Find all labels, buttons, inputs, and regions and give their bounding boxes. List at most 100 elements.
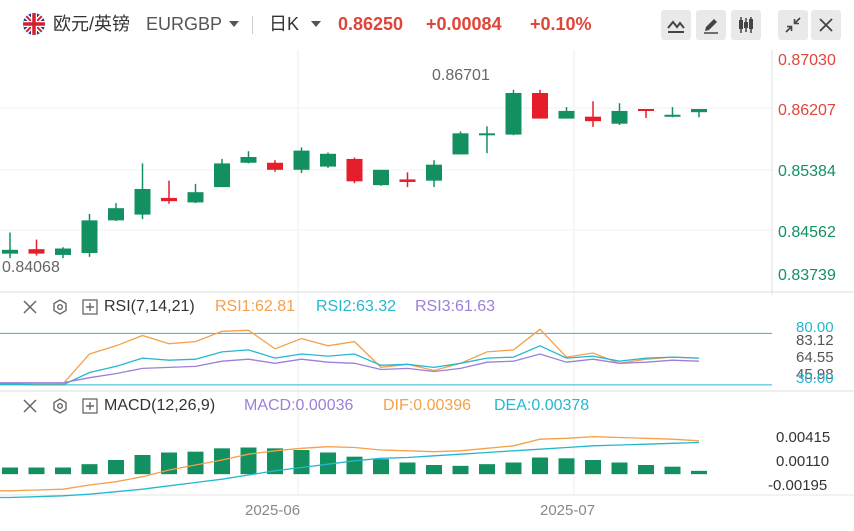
candle-body <box>691 109 707 113</box>
candle-body <box>638 109 654 111</box>
chart-line-icon <box>667 20 685 33</box>
settings-icon[interactable] <box>52 398 68 414</box>
header-divider <box>252 16 253 34</box>
chart-type-button[interactable] <box>731 10 761 40</box>
candle-body <box>267 162 283 170</box>
rsi-axis-label: 80.00 <box>796 319 834 336</box>
close-button[interactable] <box>811 10 841 40</box>
candle-body <box>426 164 442 181</box>
candle-body <box>240 157 257 163</box>
candle-body <box>55 248 71 255</box>
price-change: +0.00084 <box>426 14 502 34</box>
rsi-title: RSI(7,14,21) <box>104 298 195 315</box>
dif-value: DIF:0.00396 <box>383 397 472 414</box>
rsi-series-line <box>0 353 700 384</box>
chart-grid <box>0 50 854 496</box>
macd-bar <box>28 467 45 475</box>
macd-bar <box>187 451 204 475</box>
candlestick-icon <box>739 17 753 33</box>
price-axis-label: 0.86207 <box>778 102 836 119</box>
macd-axis-label: -0.00195 <box>768 477 828 494</box>
candle-body <box>373 169 389 186</box>
macd-bar <box>399 462 416 475</box>
close-icon <box>819 18 833 32</box>
chart-header: 欧元/英镑 EURGBP 日K 0.86250 +0.00084 +0.10% <box>0 0 854 50</box>
dea-value: DEA:0.00378 <box>494 397 590 414</box>
candle-body <box>532 93 548 119</box>
macd-bar <box>293 450 310 475</box>
x-axis-label: 2025-07 <box>540 502 596 519</box>
rsi-lines <box>0 328 772 386</box>
low-price-marker: 0.84068 <box>2 259 60 276</box>
chart-canvas[interactable] <box>0 50 854 531</box>
candle-body <box>585 116 601 122</box>
macd-bar <box>134 455 151 475</box>
macd-series-line <box>0 441 700 499</box>
expand-panel-icon[interactable] <box>82 299 98 315</box>
price-axis-label: 0.87030 <box>778 52 836 69</box>
period-dropdown-icon[interactable] <box>311 21 321 27</box>
candle-body <box>161 197 177 202</box>
macd-bar <box>346 456 363 475</box>
macd-value: MACD:0.00036 <box>244 397 354 414</box>
macd-bar <box>55 467 71 475</box>
rsi3-value: RSI3:61.63 <box>415 298 496 315</box>
candle-body <box>187 192 204 203</box>
candle-body <box>479 133 495 136</box>
price-candles <box>2 89 707 259</box>
candle-body <box>320 153 336 167</box>
candle-body <box>558 110 575 119</box>
price-change-pct: +0.10% <box>530 14 592 34</box>
price-axis-label: 0.84562 <box>778 224 836 241</box>
uk-flag-icon <box>23 13 45 35</box>
candle-body <box>452 133 469 155</box>
candle-body <box>346 158 363 182</box>
macd-bar <box>426 465 442 475</box>
price-axis-label: 0.85384 <box>778 163 836 180</box>
candle-body <box>108 208 124 221</box>
macd-bar <box>558 458 575 475</box>
candle-body <box>28 249 45 254</box>
macd-bar <box>585 460 601 475</box>
macd-bar <box>267 448 283 475</box>
collapse-button[interactable] <box>778 10 808 40</box>
macd-bar <box>611 462 628 475</box>
macd-bar <box>108 460 124 475</box>
macd-bar <box>479 464 495 475</box>
macd-bar <box>2 467 18 475</box>
close-panel-icon[interactable] <box>23 399 37 413</box>
settings-icon[interactable] <box>52 299 68 315</box>
macd-bar <box>240 447 257 475</box>
rsi1-value: RSI1:62.81 <box>215 298 296 315</box>
macd-bar <box>373 459 389 475</box>
price-axis-label: 0.83739 <box>778 267 836 284</box>
macd-bar <box>81 464 98 475</box>
candle-body <box>611 110 628 124</box>
macd-bar <box>320 452 336 475</box>
high-price-marker: 0.86701 <box>432 67 490 84</box>
macd-axis-label: 0.00110 <box>776 453 830 470</box>
rsi2-value: RSI2:63.32 <box>316 298 397 315</box>
symbol-dropdown-icon[interactable] <box>229 21 239 27</box>
draw-tool-button[interactable] <box>696 10 726 40</box>
macd-lines <box>0 436 700 499</box>
macd-bar <box>532 457 548 475</box>
rsi-axis-label: 45.98 <box>796 366 834 383</box>
pencil-icon <box>704 19 718 34</box>
rsi-series-line <box>0 345 700 386</box>
indicator-button[interactable] <box>661 10 691 40</box>
candle-body <box>293 150 310 170</box>
symbol-name[interactable]: 欧元/英镑 <box>53 14 131 34</box>
symbol-code[interactable]: EURGBP <box>146 14 223 34</box>
rsi-axis-label: 30.00 <box>796 370 834 387</box>
macd-bar <box>214 448 230 475</box>
expand-panel-icon[interactable] <box>82 398 98 414</box>
candle-body <box>505 93 522 135</box>
macd-bar <box>452 465 469 475</box>
collapse-icon <box>785 17 801 33</box>
macd-title: MACD(12,26,9) <box>104 397 216 414</box>
period-selector[interactable]: 日K <box>269 14 300 34</box>
candle-body <box>81 220 98 253</box>
last-price: 0.86250 <box>338 14 404 34</box>
close-panel-icon[interactable] <box>23 300 37 314</box>
